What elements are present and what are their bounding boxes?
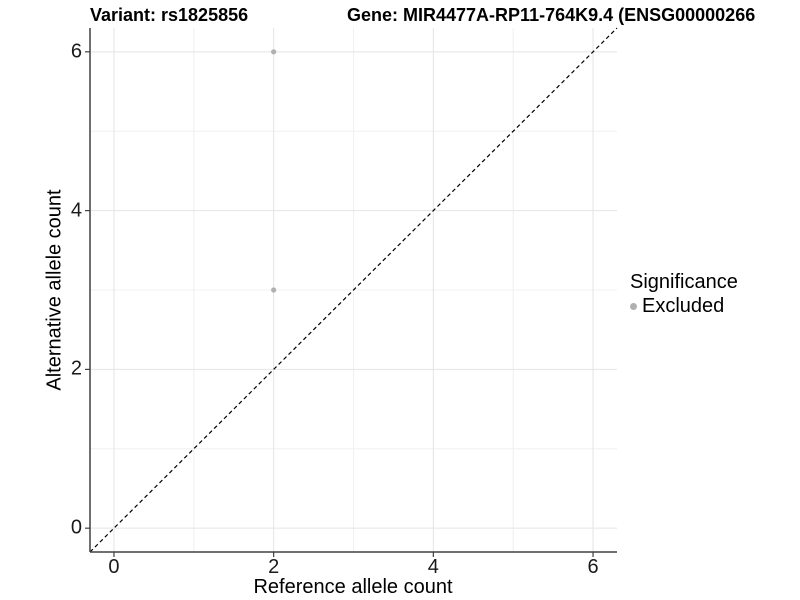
legend: Significance Excluded (630, 271, 738, 318)
legend-item: Excluded (630, 295, 738, 318)
x-tick-label: 6 (587, 556, 599, 578)
gene-title: Gene: MIR4477A-RP11-764K9.4 (ENSG0000026… (347, 5, 756, 25)
x-tick-label: 4 (427, 556, 439, 578)
identity-reference-line (89, 27, 618, 553)
y-tick-label: 2 (70, 357, 82, 380)
legend-title: Significance (630, 271, 738, 293)
variant-title: Variant: rs1825856 (90, 5, 249, 25)
x-tick-label: 2 (268, 556, 280, 578)
y-tick-label: 0 (70, 516, 82, 539)
y-tick-label: 4 (70, 199, 82, 222)
x-axis-title: Reference allele count (253, 576, 453, 598)
legend-key-dot-icon (630, 303, 637, 310)
data-point (271, 287, 277, 293)
y-tick-label: 6 (70, 40, 82, 63)
legend-items: Excluded (630, 295, 738, 318)
x-tick-label: 0 (108, 556, 120, 578)
y-axis-title: Alternative allele count (43, 189, 66, 391)
legend-item-label: Excluded (642, 295, 725, 317)
data-point (271, 49, 277, 55)
